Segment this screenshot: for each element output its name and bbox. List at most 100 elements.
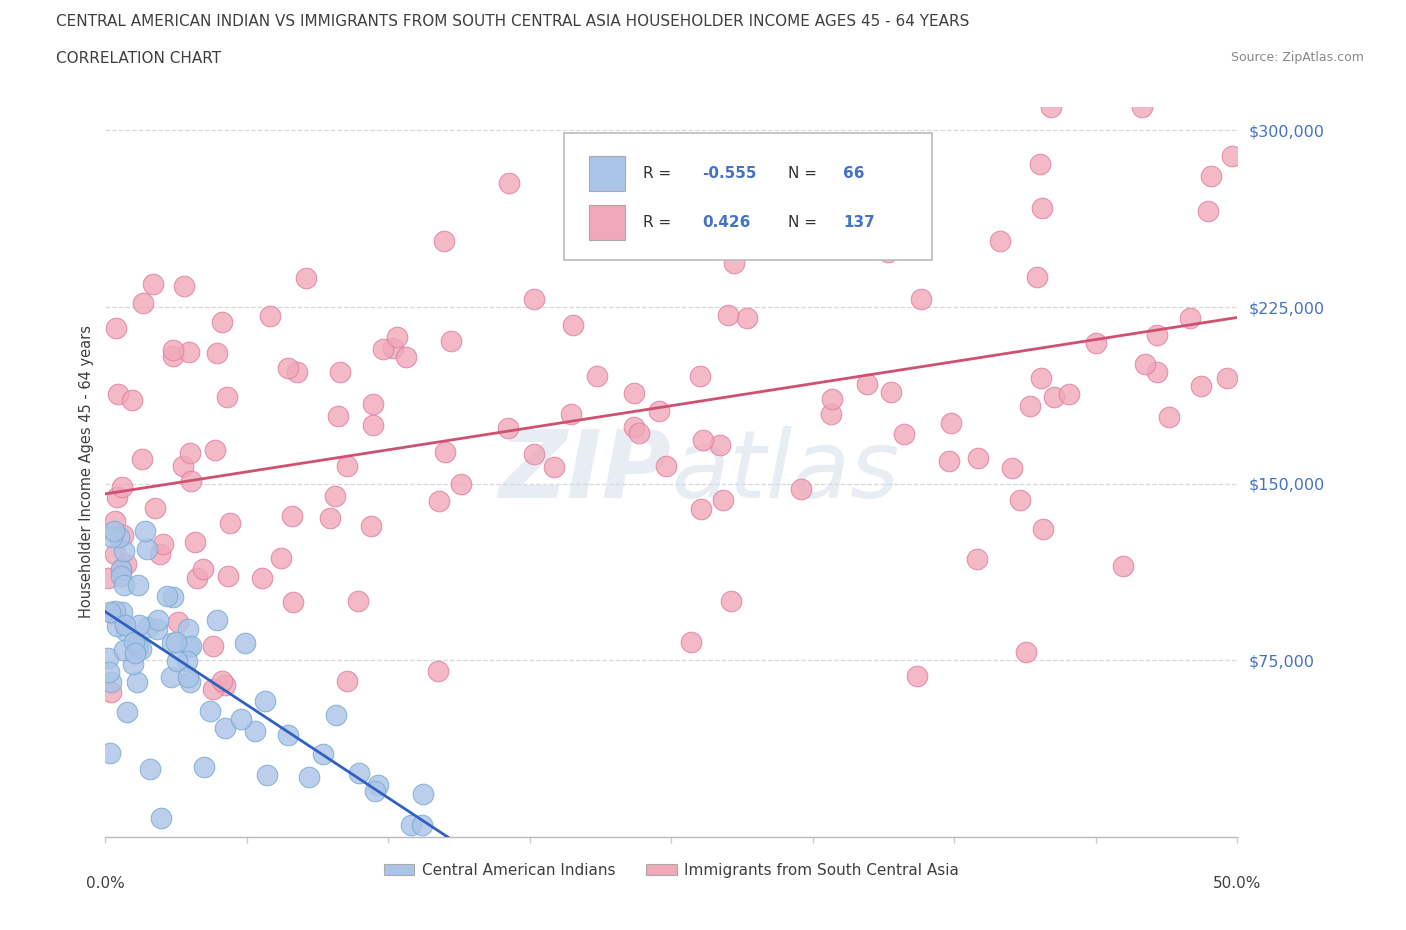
Point xyxy=(105,618,128,633)
Point xyxy=(152,537,174,551)
Point xyxy=(215,390,238,405)
Point xyxy=(941,415,963,430)
Point xyxy=(177,344,200,359)
Point xyxy=(281,508,304,523)
Point xyxy=(426,663,449,678)
Point xyxy=(1199,169,1222,184)
Point xyxy=(112,578,135,592)
Point xyxy=(145,621,167,636)
Point xyxy=(277,728,299,743)
FancyBboxPatch shape xyxy=(589,205,624,240)
Point xyxy=(198,704,221,719)
Text: atlas: atlas xyxy=(672,427,900,517)
Point xyxy=(326,408,349,423)
Point xyxy=(450,476,472,491)
Point xyxy=(411,817,433,832)
Point xyxy=(1029,156,1052,171)
Point xyxy=(1001,461,1024,476)
Point xyxy=(543,460,565,475)
Point xyxy=(103,524,125,538)
FancyBboxPatch shape xyxy=(589,156,624,191)
Point xyxy=(100,529,122,544)
Point xyxy=(1031,200,1053,215)
Point xyxy=(162,590,184,604)
Point xyxy=(336,673,359,688)
Point xyxy=(1015,644,1038,659)
Legend: Central American Indians, Immigrants from South Central Asia: Central American Indians, Immigrants fro… xyxy=(378,857,965,884)
Point xyxy=(713,228,735,243)
Point xyxy=(655,458,678,473)
Point xyxy=(114,624,136,639)
Point xyxy=(277,361,299,376)
Point xyxy=(136,619,159,634)
Point xyxy=(159,670,181,684)
Point xyxy=(177,621,200,636)
Point xyxy=(387,329,409,344)
Point xyxy=(561,318,583,333)
Point xyxy=(294,271,316,286)
Point xyxy=(111,480,134,495)
Point xyxy=(336,458,359,473)
Point xyxy=(363,397,385,412)
Point xyxy=(820,406,842,421)
Point xyxy=(100,674,122,689)
Point xyxy=(143,500,166,515)
Point xyxy=(565,215,588,230)
Text: 50.0%: 50.0% xyxy=(1213,876,1261,891)
Point xyxy=(1130,100,1153,114)
Point xyxy=(905,669,928,684)
Point xyxy=(180,473,202,488)
Point xyxy=(1084,336,1107,351)
Point xyxy=(360,518,382,533)
Point xyxy=(1133,357,1156,372)
Point xyxy=(146,613,169,628)
Point xyxy=(1059,387,1081,402)
Point xyxy=(709,437,731,452)
Point xyxy=(122,635,145,650)
Point xyxy=(623,419,645,434)
Point xyxy=(132,295,155,310)
Text: N =: N = xyxy=(787,215,823,230)
Point xyxy=(312,747,335,762)
Point xyxy=(104,513,127,528)
Point xyxy=(114,618,136,632)
Point xyxy=(173,279,195,294)
Point xyxy=(623,385,645,400)
Point xyxy=(97,571,120,586)
Point xyxy=(910,291,932,306)
Point xyxy=(97,650,120,665)
Point xyxy=(104,547,127,562)
Point xyxy=(135,541,157,556)
Point xyxy=(121,392,143,407)
Point xyxy=(281,595,304,610)
Text: ZIP: ZIP xyxy=(499,426,672,518)
Point xyxy=(211,673,233,688)
Point xyxy=(149,810,172,825)
Point xyxy=(127,578,149,592)
Point xyxy=(498,176,520,191)
Point xyxy=(938,454,960,469)
Point xyxy=(205,346,228,361)
Point xyxy=(990,233,1012,248)
Point xyxy=(229,711,252,726)
Point xyxy=(689,501,711,516)
Point xyxy=(243,724,266,739)
Point xyxy=(856,377,879,392)
Point xyxy=(191,561,214,576)
Point xyxy=(129,642,152,657)
Point xyxy=(110,562,132,577)
Point xyxy=(219,515,242,530)
Point xyxy=(270,551,292,565)
Point xyxy=(1178,311,1201,325)
Point xyxy=(1191,379,1213,393)
Point xyxy=(1042,390,1064,405)
Point xyxy=(440,333,463,348)
Point xyxy=(179,674,201,689)
Point xyxy=(367,777,389,792)
Point xyxy=(361,418,384,432)
Text: 0.426: 0.426 xyxy=(702,215,751,230)
Point xyxy=(585,368,607,383)
Point xyxy=(204,442,226,457)
Point xyxy=(166,654,188,669)
Point xyxy=(125,675,148,690)
